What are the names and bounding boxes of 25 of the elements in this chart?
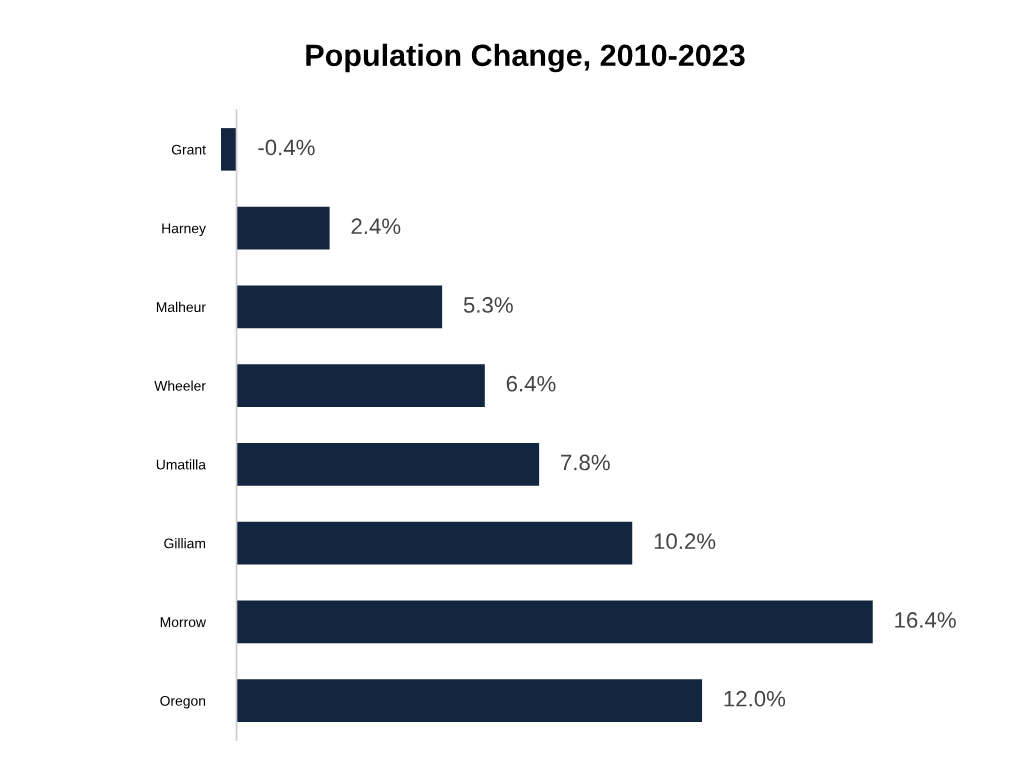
y-tick-label: Gilliam xyxy=(164,538,206,549)
bar xyxy=(236,679,703,722)
data-label: 6.4% xyxy=(506,375,556,392)
bar xyxy=(221,128,237,171)
bar xyxy=(236,600,873,644)
y-tick-label: Grant xyxy=(171,144,206,155)
bar xyxy=(236,285,443,329)
y-tick-label: Morrow xyxy=(160,617,206,628)
y-tick-label: Oregon xyxy=(160,695,206,709)
bar xyxy=(236,206,330,250)
data-label: -0.4% xyxy=(258,139,315,156)
data-label: 16.4% xyxy=(895,612,956,628)
data-label: 7.8% xyxy=(561,454,610,471)
y-tick-label: Harney xyxy=(162,223,206,237)
y-tick-label: Umatilla xyxy=(156,459,206,470)
bar xyxy=(236,521,633,565)
y-tick-label: Malheur xyxy=(156,301,206,313)
data-label: 2.4% xyxy=(351,218,401,234)
chart-title: Population Change, 2010-2023 xyxy=(306,43,745,73)
bar xyxy=(236,443,540,486)
bar xyxy=(236,364,485,407)
y-tick-label: Wheeler xyxy=(154,380,206,391)
data-label: 10.2% xyxy=(654,533,716,550)
data-label: 5.3% xyxy=(463,297,513,313)
data-label: 12.0% xyxy=(724,690,786,707)
